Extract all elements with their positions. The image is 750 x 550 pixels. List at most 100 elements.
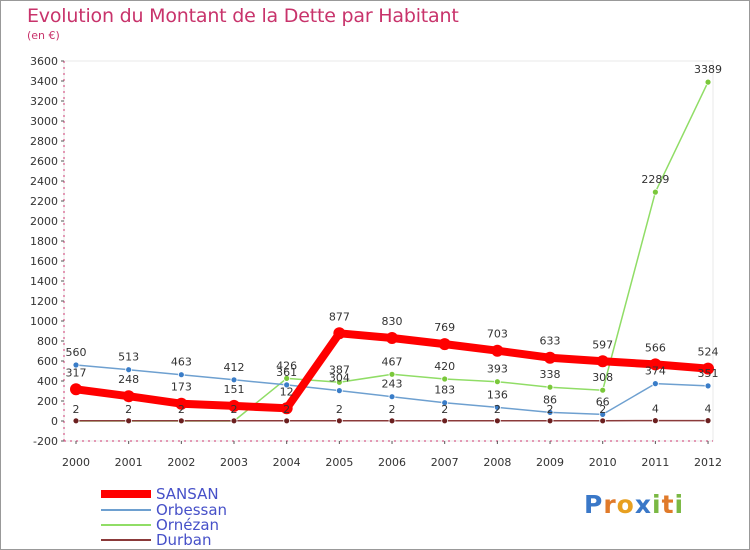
y-tick-label: 1000 [30,315,58,328]
chart-subtitle: (en €) [27,29,60,42]
data-label: 304 [329,372,350,385]
data-label: 2 [178,403,185,416]
logo-letter: o [616,490,635,519]
data-point [177,417,185,425]
data-point [649,358,662,371]
data-point [651,188,659,196]
x-tick-label: 2000 [62,456,90,469]
data-point [283,374,291,382]
data-point [704,417,712,425]
data-label: 66 [596,395,610,408]
legend-label: Durban [156,531,212,549]
y-tick-label: 200 [37,395,58,408]
data-point [546,408,554,416]
data-label: 136 [487,388,508,401]
data-point [283,417,291,425]
legend-label: SANSAN [156,485,219,503]
data-label: 830 [382,315,403,328]
legend-label: Ornézan [156,516,220,534]
data-point [333,327,346,340]
data-point [493,403,501,411]
data-point [177,371,185,379]
data-label: 2 [441,403,448,416]
data-point [544,351,557,364]
data-point [599,417,607,425]
data-point [335,378,343,386]
legend-item: SANSAN [101,485,301,503]
data-label: 3389 [694,63,722,76]
data-label: 12 [280,385,294,398]
y-tick-label: 2800 [30,135,58,148]
y-tick-label: 2400 [30,175,58,188]
data-label: 412 [224,361,245,374]
data-label: 524 [698,346,719,359]
x-tick-label: 2004 [273,456,301,469]
legend-label: Orbessan [156,501,228,519]
y-tick-label: 0 [51,415,58,428]
legend-item: Orbessan [101,501,301,519]
legend-item: Durban [101,531,301,549]
data-label: 597 [592,338,613,351]
data-point [493,417,501,425]
data-point [704,78,712,86]
data-label: 4 [652,403,659,416]
data-point [72,361,80,369]
y-tick-label: 3600 [30,55,58,68]
data-point [702,362,715,375]
data-label: 338 [540,368,561,381]
data-label: 420 [434,360,455,373]
data-label: 2 [73,403,80,416]
y-tick-label: 600 [37,355,58,368]
y-tick-label: 1600 [30,255,58,268]
data-label: 2 [494,403,501,416]
data-label: 703 [487,328,508,341]
x-tick-label: 2001 [115,456,143,469]
data-label: 86 [543,393,557,406]
data-label: 151 [224,383,245,396]
data-label: 566 [645,341,666,354]
data-point [122,390,135,403]
x-tick-label: 2002 [167,456,195,469]
data-point [125,417,133,425]
data-point [280,402,293,415]
data-label: 513 [118,351,139,364]
data-point [599,386,607,394]
data-label: 393 [487,363,508,376]
data-point [283,381,291,389]
proxiti-logo: Proxiti [584,490,684,519]
data-point [388,393,396,401]
data-point [704,382,712,390]
y-tick-label: 2600 [30,155,58,168]
data-label: 2 [389,403,396,416]
legend-swatch [101,524,151,526]
legend-swatch [101,539,151,541]
data-label: 2 [547,403,554,416]
logo-letter: i [674,490,685,519]
data-label: 769 [434,321,455,334]
data-point [230,417,238,425]
x-tick-label: 2012 [694,456,722,469]
data-point [125,366,133,374]
x-tick-label: 2007 [431,456,459,469]
data-label: 351 [698,367,719,380]
data-label: 2 [231,403,238,416]
data-label: 2289 [641,173,669,186]
data-point [70,383,82,396]
data-label: 463 [171,356,192,369]
series-line-ornézan [75,81,709,422]
data-point [651,417,659,425]
y-tick-label: 2000 [30,215,58,228]
data-label: 426 [276,359,297,372]
data-point [230,376,238,384]
data-label: 361 [276,366,297,379]
data-point [335,417,343,425]
legend-item: Ornézan [101,516,301,534]
data-point [72,417,80,425]
data-label: 308 [592,371,613,384]
y-tick-label: 3000 [30,115,58,128]
data-label: 560 [66,346,87,359]
y-tick-label: -200 [33,435,58,448]
data-point [651,380,659,388]
data-point [335,387,343,395]
